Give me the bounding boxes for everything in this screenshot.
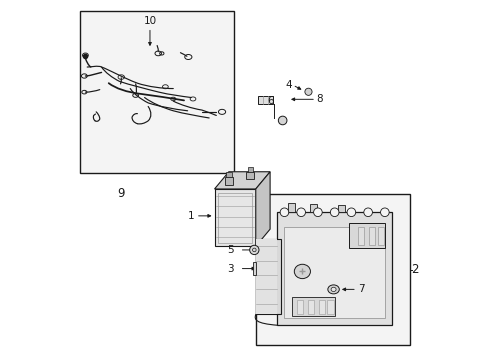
Ellipse shape [294, 264, 311, 279]
Bar [247, 167, 253, 172]
Circle shape [305, 88, 312, 95]
Text: 5: 5 [227, 245, 234, 255]
Bar [358, 226, 365, 244]
Bar [310, 204, 317, 212]
Circle shape [278, 116, 287, 125]
Ellipse shape [328, 285, 339, 294]
Circle shape [297, 208, 305, 217]
Bar [297, 300, 303, 315]
Circle shape [347, 208, 356, 217]
Bar [368, 226, 375, 244]
Bar [349, 223, 385, 248]
Bar [256, 239, 277, 315]
Circle shape [381, 208, 389, 217]
Circle shape [330, 208, 339, 217]
Text: 3: 3 [227, 264, 234, 274]
Text: 1: 1 [188, 211, 195, 221]
Bar [327, 300, 334, 315]
Polygon shape [215, 172, 270, 189]
Text: 7: 7 [358, 284, 365, 294]
Bar [258, 96, 272, 104]
Bar [285, 226, 385, 318]
Bar [215, 189, 256, 246]
Bar [253, 262, 256, 275]
Bar [288, 203, 295, 212]
Bar [256, 239, 281, 315]
Circle shape [280, 208, 289, 217]
Bar [218, 193, 252, 243]
Bar [246, 172, 254, 180]
Bar [338, 205, 345, 212]
Bar [80, 12, 234, 173]
Circle shape [364, 208, 372, 217]
Circle shape [250, 245, 259, 255]
Bar [226, 172, 232, 177]
Bar [256, 194, 410, 345]
Text: 8: 8 [317, 94, 323, 104]
Bar [277, 212, 392, 325]
Polygon shape [256, 172, 270, 246]
Text: 2: 2 [412, 263, 419, 276]
Text: 6: 6 [267, 96, 273, 106]
Text: 9: 9 [118, 187, 125, 200]
Bar [308, 300, 314, 315]
Circle shape [314, 208, 322, 217]
Bar [292, 297, 335, 316]
Bar [225, 177, 233, 185]
Bar [378, 226, 384, 244]
Bar [318, 300, 325, 315]
Text: 4: 4 [285, 80, 292, 90]
Text: 10: 10 [144, 16, 156, 26]
Ellipse shape [331, 287, 336, 292]
